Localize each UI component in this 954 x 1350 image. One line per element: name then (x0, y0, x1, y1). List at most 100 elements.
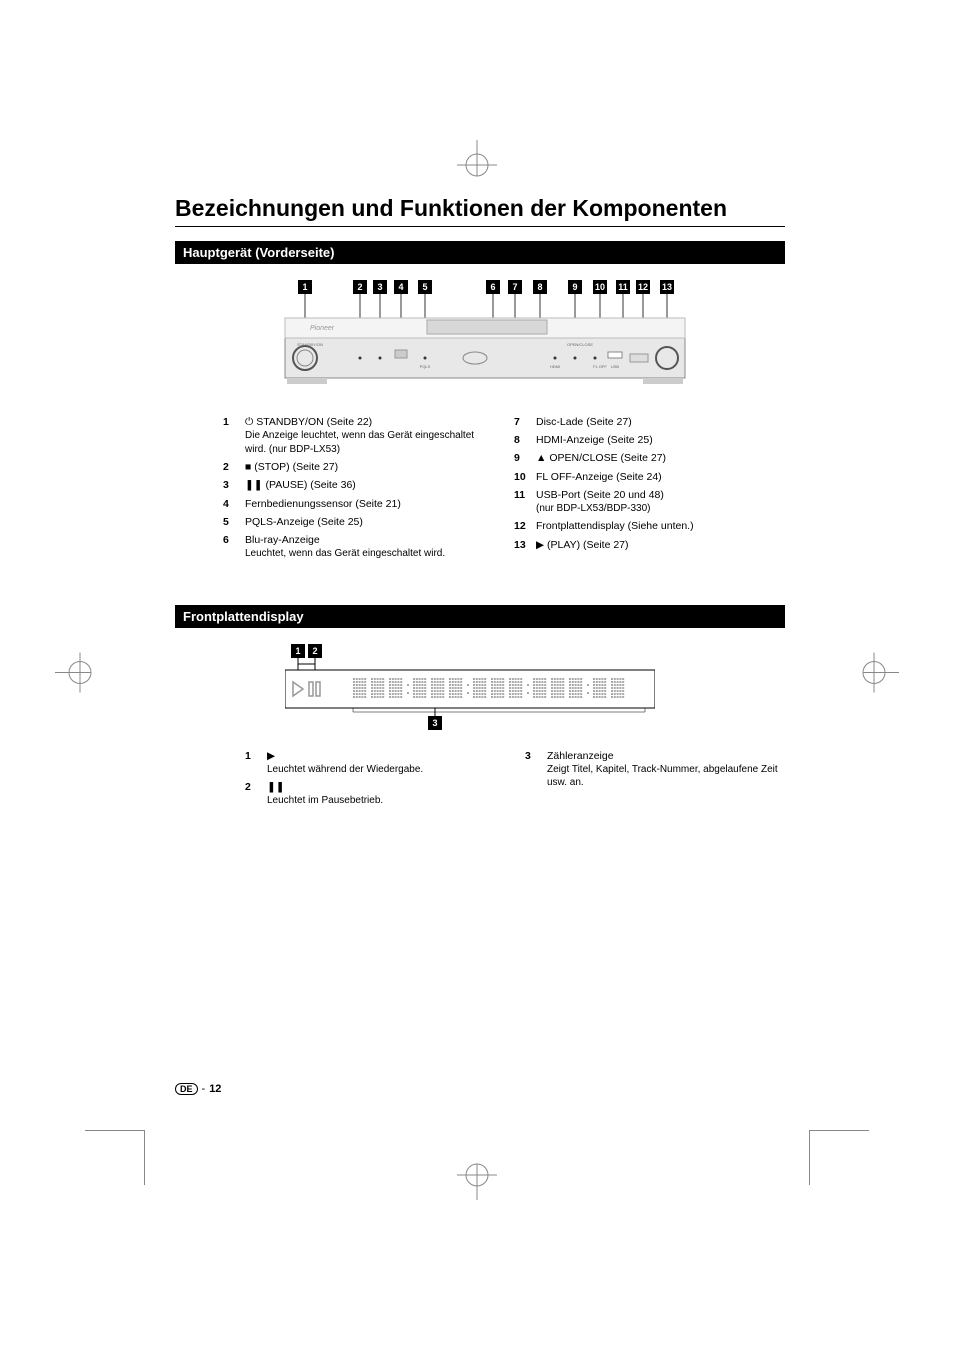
section2-header: Frontplattendisplay (175, 605, 785, 628)
legend-text: Disc-Lade (Seite 27) (536, 415, 785, 429)
footer-separator: - (202, 1083, 206, 1095)
crop-mark-bottom (452, 1150, 502, 1205)
legend-symbol-icon: ■ (245, 461, 251, 473)
legend-label: USB-Port (Seite 20 und 48) (536, 489, 664, 501)
legend-number: 1 (223, 415, 245, 456)
legend-number: 13 (514, 538, 536, 552)
legend-number: 7 (514, 415, 536, 429)
legend-item: 8HDMI-Anzeige (Seite 25) (514, 433, 785, 447)
legend-item: 6Blu-ray-AnzeigeLeuchtet, wenn das Gerät… (223, 533, 494, 561)
legend-text: ▶ (PLAY) (Seite 27) (536, 538, 785, 552)
svg-text:FL OFF: FL OFF (593, 364, 607, 369)
legend-item: 3ZähleranzeigeZeigt Titel, Kapitel, Trac… (525, 749, 785, 790)
legend-label: OPEN/CLOSE (Seite 27) (549, 452, 666, 464)
legend-item: 1▶ Leuchtet während der Wiedergabe. (245, 749, 505, 777)
legend-text: Blu-ray-AnzeigeLeuchtet, wenn das Gerät … (245, 533, 494, 561)
legend-item: 5PQLS-Anzeige (Seite 25) (223, 515, 494, 529)
legend-item: 2■ (STOP) (Seite 27) (223, 460, 494, 474)
section2-legend-right: 3ZähleranzeigeZeigt Titel, Kapitel, Trac… (525, 749, 785, 812)
svg-text:7: 7 (512, 282, 517, 292)
crop-mark-left (55, 648, 105, 703)
svg-text:OPEN/CLOSE: OPEN/CLOSE (567, 342, 593, 347)
footer-page-number: 12 (209, 1083, 221, 1095)
legend-text: ❚❚ (PAUSE) (Seite 36) (245, 478, 494, 492)
svg-text:1: 1 (295, 646, 300, 656)
svg-text:USB: USB (611, 364, 620, 369)
section1-legend-left: 1⏻ STANDBY/ON (Seite 22)Die Anzeige leuc… (223, 415, 494, 565)
corner-mark-bl (85, 1130, 145, 1185)
legend-symbol-icon: ❚❚ (267, 781, 285, 793)
legend-item: 12Frontplattendisplay (Siehe unten.) (514, 519, 785, 533)
svg-text:11: 11 (618, 282, 628, 292)
legend-text: ▶ Leuchtet während der Wiedergabe. (267, 749, 505, 777)
svg-text:3: 3 (377, 282, 382, 292)
legend-item: 9▲ OPEN/CLOSE (Seite 27) (514, 451, 785, 465)
legend-label: Blu-ray-Anzeige (245, 534, 320, 546)
device-diagram: 12345678910111213 (175, 280, 785, 405)
svg-text:10: 10 (595, 282, 605, 292)
svg-text:STANDBY/ON: STANDBY/ON (297, 342, 323, 347)
display-svg: 1 2 3 (285, 644, 655, 734)
legend-label: PQLS-Anzeige (Seite 25) (245, 516, 363, 528)
legend-number: 10 (514, 470, 536, 484)
legend-item: 10FL OFF-Anzeige (Seite 24) (514, 470, 785, 484)
legend-text: PQLS-Anzeige (Seite 25) (245, 515, 494, 529)
crop-mark-right (849, 648, 899, 703)
svg-text:2: 2 (312, 646, 317, 656)
legend-symbol-icon: ▲ (536, 452, 546, 464)
legend-text: ■ (STOP) (Seite 27) (245, 460, 494, 474)
corner-mark-br (809, 1130, 869, 1185)
svg-text:1: 1 (302, 282, 307, 292)
device-front-svg: 12345678910111213 (265, 280, 695, 400)
legend-subtext: Zeigt Titel, Kapitel, Track-Nummer, abge… (547, 763, 785, 790)
legend-symbol-icon: ⏻ (245, 416, 253, 428)
section1-legend: 1⏻ STANDBY/ON (Seite 22)Die Anzeige leuc… (223, 415, 785, 565)
legend-item: 11USB-Port (Seite 20 und 48)(nur BDP-LX5… (514, 488, 785, 516)
legend-item: 2❚❚ Leuchtet im Pausebetrieb. (245, 780, 505, 808)
legend-number: 2 (223, 460, 245, 474)
legend-item: 7Disc-Lade (Seite 27) (514, 415, 785, 429)
legend-item: 13▶ (PLAY) (Seite 27) (514, 538, 785, 552)
legend-subtext: Leuchtet während der Wiedergabe. (267, 763, 505, 777)
legend-label: Disc-Lade (Seite 27) (536, 416, 632, 428)
page-content: Bezeichnungen und Funktionen der Kompone… (175, 195, 785, 852)
section2-legend: 1▶ Leuchtet während der Wiedergabe. 2❚❚ L… (245, 749, 785, 812)
svg-text:2: 2 (357, 282, 362, 292)
legend-number: 8 (514, 433, 536, 447)
legend-number: 9 (514, 451, 536, 465)
legend-label: FL OFF-Anzeige (Seite 24) (536, 471, 662, 483)
legend-text: Frontplattendisplay (Siehe unten.) (536, 519, 785, 533)
svg-text:12: 12 (638, 282, 648, 292)
legend-label: STANDBY/ON (Seite 22) (256, 416, 372, 428)
svg-text:13: 13 (662, 282, 672, 292)
legend-number: 4 (223, 497, 245, 511)
legend-text: ▲ OPEN/CLOSE (Seite 27) (536, 451, 785, 465)
legend-subtext: (nur BDP-LX53/BDP-330) (536, 502, 785, 516)
legend-symbol-icon: ❚❚ (245, 479, 263, 491)
svg-text:6: 6 (490, 282, 495, 292)
page-footer: DE - 12 (175, 1083, 221, 1095)
legend-text: FL OFF-Anzeige (Seite 24) (536, 470, 785, 484)
legend-number: 3 (223, 478, 245, 492)
section1-legend-right: 7Disc-Lade (Seite 27)8HDMI-Anzeige (Seit… (514, 415, 785, 565)
legend-subtext: Leuchtet im Pausebetrieb. (267, 794, 505, 808)
svg-text:4: 4 (398, 282, 403, 292)
svg-text:8: 8 (537, 282, 542, 292)
page-title: Bezeichnungen und Funktionen der Kompone… (175, 195, 785, 227)
legend-number: 1 (245, 749, 267, 777)
legend-subtext: Leuchtet, wenn das Gerät eingeschaltet w… (245, 547, 494, 561)
svg-text:PQLS: PQLS (420, 364, 431, 369)
legend-symbol-icon: ▶ (267, 750, 275, 762)
section2-legend-left: 1▶ Leuchtet während der Wiedergabe. 2❚❚ L… (245, 749, 505, 812)
legend-number: 12 (514, 519, 536, 533)
legend-label: (PLAY) (Seite 27) (547, 539, 629, 551)
legend-subtext: Die Anzeige leuchtet, wenn das Gerät ein… (245, 429, 494, 456)
legend-number: 6 (223, 533, 245, 561)
legend-text: USB-Port (Seite 20 und 48)(nur BDP-LX53/… (536, 488, 785, 516)
svg-text:9: 9 (572, 282, 577, 292)
svg-text:HDMI: HDMI (550, 364, 560, 369)
legend-text: Fernbedienungssensor (Seite 21) (245, 497, 494, 511)
legend-label: HDMI-Anzeige (Seite 25) (536, 434, 653, 446)
legend-number: 5 (223, 515, 245, 529)
legend-label: Frontplattendisplay (Siehe unten.) (536, 520, 694, 532)
